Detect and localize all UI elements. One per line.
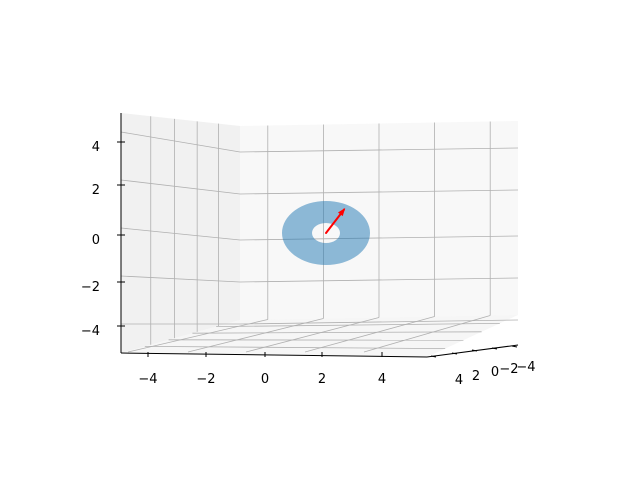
grid-line-floor-x [187, 318, 324, 353]
x-axis-line [120, 352, 428, 358]
y-tick-label: −2 [499, 362, 518, 377]
grid-line-floor-x [304, 316, 435, 353]
y-tick-mark [471, 349, 478, 352]
y-tick-mark [491, 347, 498, 350]
normal-vector-head [337, 208, 346, 217]
x-tick-label: −4 [138, 372, 157, 387]
y-tick-label: 2 [472, 369, 480, 384]
annulus-surface [282, 201, 370, 265]
x-tick-label: 0 [261, 372, 269, 387]
floor-pane [121, 315, 518, 357]
x-axis-ticks: −4 −2 0 2 4 [138, 352, 386, 387]
grid-line-side-z [120, 275, 241, 283]
x-tick-label: 2 [318, 372, 326, 387]
grid-line-back-z [239, 189, 519, 195]
y-tick-mark [451, 352, 458, 355]
y-tick-label: −4 [516, 360, 535, 375]
y-axis-ticks: 4 2 0 −2−4 [430, 345, 536, 388]
grid-line-floor-x [363, 315, 491, 353]
z-tick-label: −4 [81, 324, 100, 339]
y-tick-label: 0 [491, 365, 499, 380]
grid-line-side-z [120, 131, 241, 153]
z-axis-ticks: 4 2 0 −2 −4 [81, 140, 125, 339]
z-tick-label: 0 [92, 233, 100, 248]
x-tick-label: −2 [196, 372, 215, 387]
y-tick-mark [511, 345, 518, 348]
grid-line-floor-y [216, 323, 500, 327]
axes-frame [120, 113, 519, 358]
grid-line-side-z [120, 227, 241, 241]
grid-lines [120, 116, 519, 353]
z-tick-label: 4 [92, 140, 100, 155]
y-axis-line [426, 344, 519, 358]
grid-line-floor-x [245, 317, 380, 353]
grid-line-floor-y [192, 331, 482, 334]
grid-line-side-z [120, 179, 241, 195]
x-tick-label: 4 [378, 372, 386, 387]
z-tick-label: 2 [92, 183, 100, 198]
y-tick-mark [430, 355, 437, 358]
z-tick-label: −2 [81, 280, 100, 295]
grid-line-floor-y [144, 346, 446, 349]
grid-line-back-z [239, 147, 519, 153]
y-tick-label: 4 [455, 373, 463, 388]
grid-line-back-z [239, 277, 519, 283]
